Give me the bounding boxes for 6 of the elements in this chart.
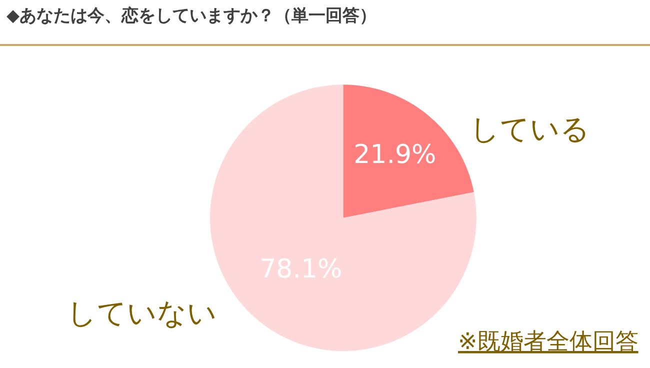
slice-label: している — [470, 112, 590, 146]
text: ※既婚者全体回答 — [458, 329, 638, 355]
pie-slice — [343, 84, 474, 218]
data-label: 21.9% — [354, 140, 436, 170]
chart-title: ◆あなたは今、恋をしていますか？（単一回答） — [6, 6, 377, 26]
slice-label: していない — [67, 296, 217, 330]
